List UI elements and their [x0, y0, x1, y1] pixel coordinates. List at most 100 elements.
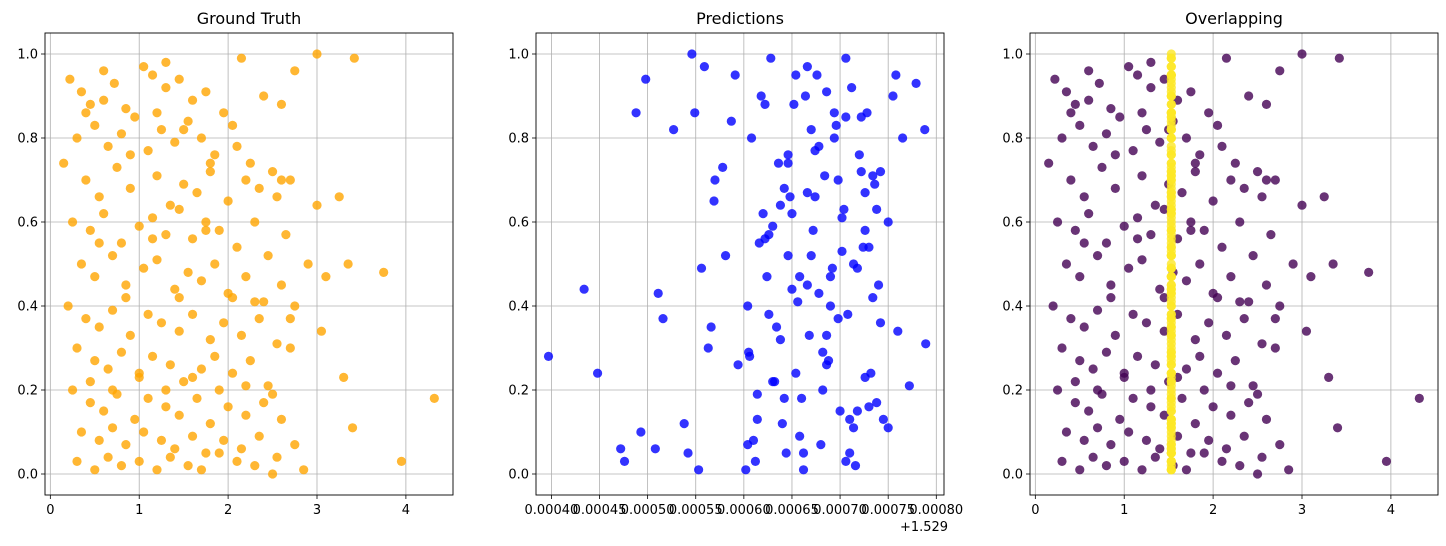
ground-truth-point	[1084, 66, 1094, 76]
data-point	[192, 188, 202, 198]
data-point	[205, 335, 215, 345]
data-point	[205, 167, 215, 177]
data-point	[139, 263, 149, 273]
ground-truth-point	[1079, 238, 1089, 248]
ground-truth-point	[1155, 284, 1165, 294]
data-point	[174, 326, 184, 336]
data-point	[339, 372, 349, 382]
data-point	[236, 444, 247, 454]
ground-truth-point	[1252, 469, 1263, 479]
data-point	[196, 276, 207, 286]
data-point	[631, 108, 641, 118]
data-point	[99, 95, 109, 105]
data-point	[789, 99, 799, 109]
y-tick-label: 0.6	[508, 216, 529, 231]
data-point	[872, 204, 882, 214]
data-point	[864, 242, 874, 252]
data-point	[219, 108, 229, 118]
data-point	[76, 427, 87, 437]
ground-truth-point	[1101, 347, 1112, 357]
data-point	[90, 356, 100, 366]
ground-truth-point	[1106, 280, 1116, 290]
data-point	[67, 385, 78, 395]
prediction-point	[1166, 284, 1176, 294]
data-point	[130, 112, 140, 122]
data-point	[760, 99, 770, 109]
prediction-point	[1166, 448, 1176, 458]
data-point	[730, 70, 740, 80]
ground-truth-point	[1159, 410, 1169, 420]
ground-truth-point	[1204, 435, 1214, 445]
ground-truth-point	[1186, 217, 1196, 227]
ground-truth-point	[1284, 465, 1294, 475]
ground-truth-point	[1101, 461, 1112, 471]
data-point	[116, 347, 127, 357]
data-point	[272, 452, 282, 462]
data-point	[893, 326, 903, 336]
y-tick-label: 0.8	[17, 132, 38, 147]
prediction-point	[1166, 70, 1176, 80]
y-tick-label: 1.0	[508, 48, 529, 63]
data-point	[822, 87, 832, 97]
data-point	[773, 158, 784, 168]
prediction-point	[1166, 259, 1176, 269]
data-point	[883, 423, 893, 433]
ground-truth-point	[1252, 167, 1263, 177]
data-point	[201, 225, 211, 235]
y-tick-label: 0.0	[17, 468, 38, 483]
ground-truth-point	[1204, 318, 1214, 328]
ground-truth-point	[1275, 301, 1285, 311]
data-point	[116, 129, 127, 139]
data-point	[196, 133, 207, 143]
data-point	[107, 385, 118, 395]
data-point	[232, 242, 242, 252]
ground-truth-point	[1061, 427, 1072, 437]
ground-truth-point	[1106, 104, 1116, 114]
ground-truth-point	[1141, 435, 1152, 445]
data-point	[272, 192, 282, 202]
ground-truth-point	[1217, 456, 1227, 466]
ground-truth-point	[1257, 339, 1267, 349]
ground-truth-point	[1332, 423, 1343, 433]
data-point	[883, 217, 893, 227]
prediction-point	[1166, 309, 1176, 319]
data-point	[650, 444, 660, 454]
data-point	[125, 183, 135, 193]
ground-truth-point	[1226, 381, 1236, 391]
data-point	[99, 209, 109, 219]
ground-truth-point	[1137, 465, 1147, 475]
data-point	[76, 87, 87, 97]
ground-truth-point	[1270, 175, 1280, 185]
data-point	[818, 385, 828, 395]
y-tick-label: 0.4	[1002, 300, 1023, 315]
data-point	[85, 99, 95, 109]
ground-truth-point	[1146, 83, 1156, 93]
ground-truth-point	[1075, 465, 1085, 475]
data-point	[798, 465, 809, 475]
data-point	[205, 158, 215, 168]
data-point	[227, 293, 238, 303]
prediction-point	[1166, 175, 1176, 185]
data-point	[147, 351, 158, 361]
axes-frame	[535, 32, 945, 496]
data-point	[795, 272, 805, 282]
data-point	[72, 343, 82, 353]
ground-truth-point	[1155, 444, 1165, 454]
ground-truth-point	[1212, 293, 1223, 303]
data-point	[694, 465, 704, 475]
data-point	[825, 301, 836, 311]
ground-truth-point	[1044, 158, 1054, 168]
data-point	[683, 448, 693, 458]
data-point	[875, 318, 886, 328]
data-point	[276, 175, 287, 185]
ground-truth-point	[1177, 188, 1187, 198]
data-point	[818, 347, 828, 357]
data-point	[156, 318, 167, 328]
data-point	[179, 377, 189, 387]
data-point	[276, 414, 287, 424]
data-point	[316, 326, 327, 336]
data-point	[152, 465, 162, 475]
data-point	[290, 440, 300, 450]
data-point	[911, 78, 921, 88]
data-point	[379, 267, 389, 277]
